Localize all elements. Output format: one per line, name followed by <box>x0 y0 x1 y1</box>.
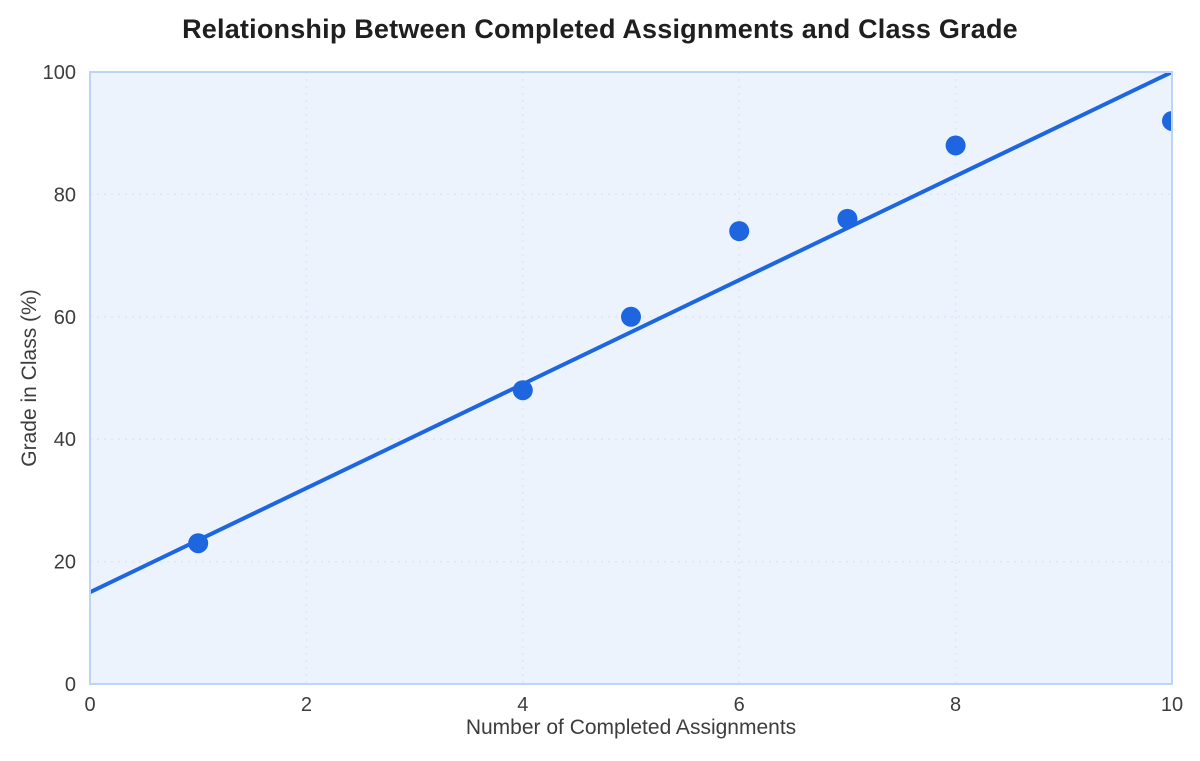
data-point <box>1162 110 1172 131</box>
plot-contents <box>90 72 1172 595</box>
x-tick-label: 8 <box>950 694 961 716</box>
y-tick-label: 0 <box>65 674 76 696</box>
x-tick-label: 4 <box>517 694 528 716</box>
data-point <box>512 380 533 401</box>
trend-line <box>90 72 1172 595</box>
plot-border <box>89 71 1173 685</box>
chart-title: Relationship Between Completed Assignmen… <box>182 14 1018 44</box>
data-point <box>621 306 641 327</box>
data-point <box>837 208 858 229</box>
data-point <box>188 533 209 554</box>
x-tick-label: 2 <box>301 694 312 716</box>
data-point <box>729 221 750 242</box>
x-tick-label: 6 <box>734 694 745 716</box>
y-tick-label: 40 <box>54 429 76 451</box>
y-tick-label: 20 <box>54 552 76 574</box>
x-tick-label: 10 <box>1161 694 1183 716</box>
x-tick-label: 0 <box>84 694 95 716</box>
y-tick-label: 100 <box>43 62 76 84</box>
y-tick-label: 80 <box>54 184 76 206</box>
plot-background <box>90 72 1172 684</box>
x-axis-label: Number of Completed Assignments <box>465 716 797 739</box>
y-axis-label: Grade in Class (%) <box>18 289 41 467</box>
y-tick-label: 60 <box>54 307 76 329</box>
data-point <box>945 135 966 156</box>
